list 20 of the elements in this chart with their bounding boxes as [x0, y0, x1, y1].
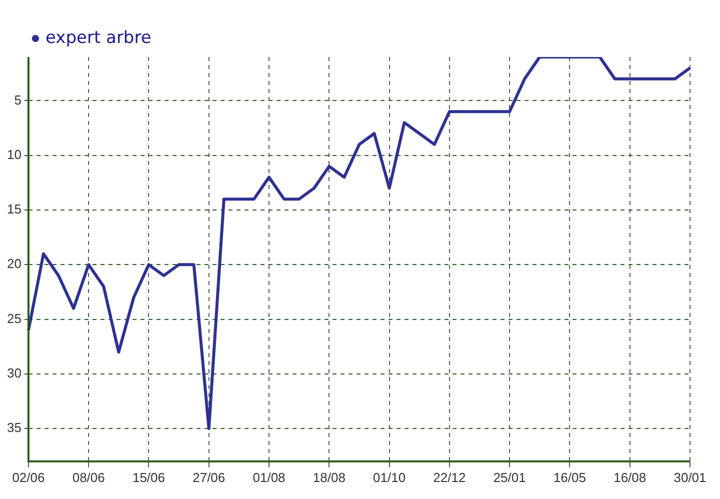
- y-tick-label: 5: [14, 92, 22, 108]
- y-tick-label: 25: [6, 310, 22, 326]
- legend-label: expert arbre: [46, 28, 152, 48]
- x-tick-label: 18/08: [312, 470, 346, 485]
- x-tick-label: 22/12: [433, 470, 466, 485]
- x-tick-label: 30/01: [674, 470, 706, 485]
- y-tick-label: 30: [6, 366, 22, 381]
- y-tick-label: 35: [6, 420, 22, 436]
- y-tick-label: 15: [6, 202, 22, 217]
- x-tick-label: 02/06: [12, 470, 45, 485]
- x-tick-label: 25/01: [493, 470, 526, 485]
- x-tick-label: 16/08: [614, 470, 646, 485]
- x-tick-label: 01/08: [252, 470, 286, 485]
- y-tick-label: 10: [6, 146, 22, 162]
- x-tick-label: 08/06: [72, 470, 105, 485]
- x-tick-label: 27/06: [192, 470, 226, 485]
- x-tick-label: 16/05: [553, 470, 586, 485]
- x-tick-label: 15/06: [132, 470, 166, 485]
- x-tick-label: 01/10: [373, 470, 406, 485]
- y-tick-label: 20: [6, 256, 22, 272]
